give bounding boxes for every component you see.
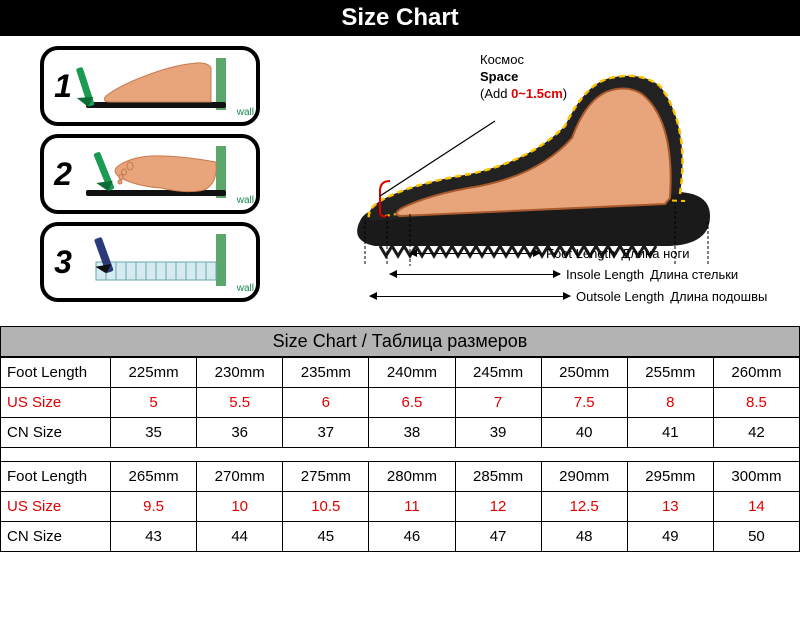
length-ru: Длина стельки [650, 265, 738, 285]
size-cell: 8.5 [713, 388, 799, 418]
size-cell: 13 [627, 492, 713, 522]
table-row: Foot Length225mm230mm235mm240mm245mm250m… [1, 358, 800, 388]
length-en: Insole Length [566, 265, 644, 285]
size-cell: 39 [455, 418, 541, 448]
size-table: Foot Length225mm230mm235mm240mm245mm250m… [0, 357, 800, 552]
table-row: US Size55.566.577.588.5 [1, 388, 800, 418]
size-cell: 5.5 [197, 388, 283, 418]
size-cell: 290mm [541, 462, 627, 492]
length-labels: Foot Length Длина ногиInsole Length Длин… [370, 242, 767, 307]
size-cell: 40 [541, 418, 627, 448]
size-cell: 37 [283, 418, 369, 448]
size-cell: 6.5 [369, 388, 455, 418]
measurement-steps: 1 wall 2 [40, 46, 260, 316]
table-row: CN Size4344454647484950 [1, 522, 800, 552]
shoe-diagram: Космос Space (Add 0~1.5cm) [310, 46, 770, 316]
size-cell: 41 [627, 418, 713, 448]
length-ru: Длина подошвы [670, 287, 767, 307]
size-cell: 12.5 [541, 492, 627, 522]
size-cell: 5 [111, 388, 197, 418]
double-arrow-icon [410, 253, 540, 254]
length-en: Foot Length [546, 244, 615, 264]
row-header: US Size [1, 492, 111, 522]
page-title: Size Chart [0, 0, 800, 36]
size-cell: 255mm [627, 358, 713, 388]
size-cell: 35 [111, 418, 197, 448]
row-header: US Size [1, 388, 111, 418]
size-cell: 46 [369, 522, 455, 552]
double-arrow-icon [390, 274, 560, 275]
step-2-diagram [76, 144, 250, 204]
row-header: Foot Length [1, 358, 111, 388]
step-2: 2 wall [40, 134, 260, 214]
wall-label: wall [237, 283, 254, 294]
size-cell: 270mm [197, 462, 283, 492]
step-number: 1 [50, 68, 76, 105]
table-gap [1, 448, 800, 462]
size-cell: 285mm [455, 462, 541, 492]
size-cell: 11 [369, 492, 455, 522]
size-cell: 240mm [369, 358, 455, 388]
step-number: 2 [50, 156, 76, 193]
size-cell: 230mm [197, 358, 283, 388]
size-cell: 280mm [369, 462, 455, 492]
shoe-icon [330, 66, 730, 266]
size-cell: 14 [713, 492, 799, 522]
size-cell: 265mm [111, 462, 197, 492]
size-cell: 43 [111, 522, 197, 552]
size-cell: 235mm [283, 358, 369, 388]
wall-label: wall [237, 195, 254, 206]
table-header: Size Chart / Таблица размеров [0, 326, 800, 357]
size-cell: 38 [369, 418, 455, 448]
step-number: 3 [50, 244, 76, 281]
wall-label: wall [237, 107, 254, 118]
row-header: CN Size [1, 418, 111, 448]
length-row: Outsole Length Длина подошвы [370, 287, 767, 307]
size-cell: 50 [713, 522, 799, 552]
length-row: Insole Length Длина стельки [390, 265, 767, 285]
table-row: Foot Length265mm270mm275mm280mm285mm290m… [1, 462, 800, 492]
row-header: Foot Length [1, 462, 111, 492]
size-cell: 245mm [455, 358, 541, 388]
size-cell: 45 [283, 522, 369, 552]
size-cell: 47 [455, 522, 541, 552]
size-cell: 42 [713, 418, 799, 448]
length-row: Foot Length Длина ноги [410, 244, 767, 264]
length-en: Outsole Length [576, 287, 664, 307]
size-cell: 260mm [713, 358, 799, 388]
size-cell: 300mm [713, 462, 799, 492]
size-cell: 7 [455, 388, 541, 418]
size-cell: 36 [197, 418, 283, 448]
row-header: CN Size [1, 522, 111, 552]
size-cell: 48 [541, 522, 627, 552]
size-cell: 275mm [283, 462, 369, 492]
size-cell: 225mm [111, 358, 197, 388]
size-cell: 12 [455, 492, 541, 522]
size-cell: 49 [627, 522, 713, 552]
step-3-diagram [76, 232, 250, 292]
step-1-diagram [76, 56, 250, 116]
double-arrow-icon [370, 296, 570, 297]
table-row: US Size9.51010.5111212.51314 [1, 492, 800, 522]
diagram-area: 1 wall 2 [0, 36, 800, 326]
size-cell: 44 [197, 522, 283, 552]
size-cell: 10.5 [283, 492, 369, 522]
step-3: 3 wall [40, 222, 260, 302]
table-row: CN Size3536373839404142 [1, 418, 800, 448]
size-cell: 6 [283, 388, 369, 418]
size-cell: 8 [627, 388, 713, 418]
size-cell: 7.5 [541, 388, 627, 418]
size-cell: 9.5 [111, 492, 197, 522]
size-cell: 10 [197, 492, 283, 522]
step-1: 1 wall [40, 46, 260, 126]
size-cell: 250mm [541, 358, 627, 388]
length-ru: Длина ноги [621, 244, 689, 264]
size-cell: 295mm [627, 462, 713, 492]
